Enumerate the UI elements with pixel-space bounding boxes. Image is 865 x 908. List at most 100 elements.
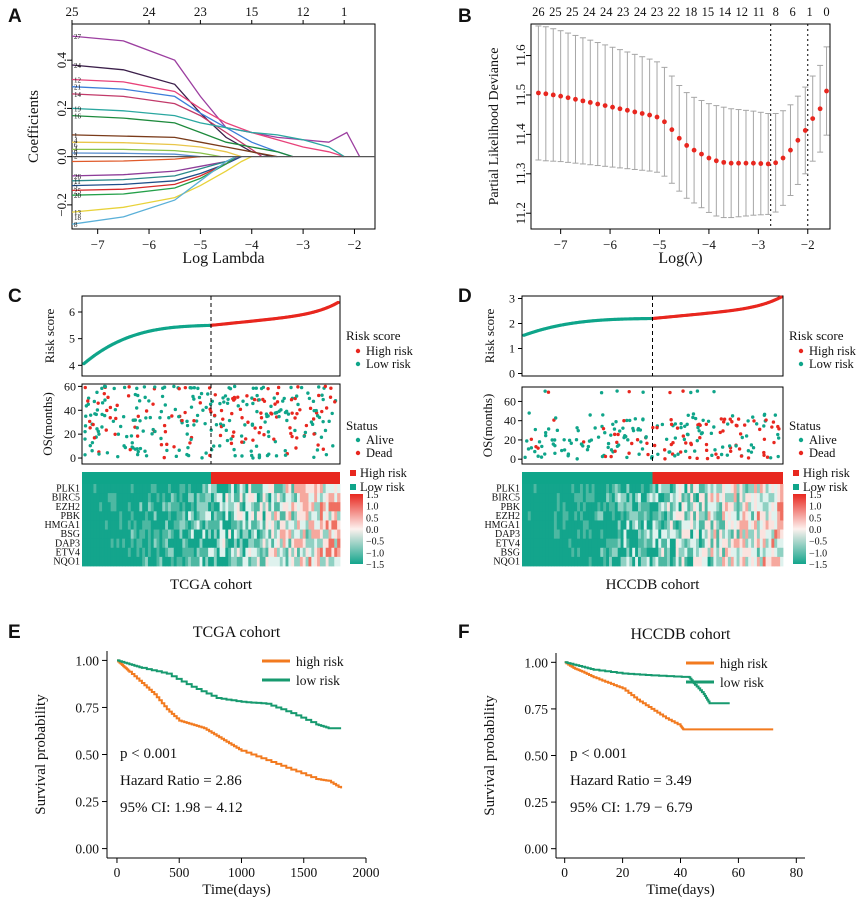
os-point: [533, 449, 537, 454]
os-point: [212, 413, 217, 418]
os-point: [660, 422, 665, 427]
heat-cell: [136, 484, 140, 494]
os-point: [613, 449, 617, 453]
heat-cell: [113, 520, 117, 530]
heat-cell: [116, 556, 120, 567]
heat-cell: [606, 511, 610, 521]
heat-cell: [568, 556, 572, 567]
heat-cell: [606, 493, 610, 503]
os-point: [762, 424, 766, 428]
y-tick-label: 0.25: [524, 795, 548, 810]
heat-cell: [294, 529, 298, 540]
heat-cell: [219, 502, 223, 512]
heat-cell: [649, 484, 653, 494]
os-point: [315, 448, 320, 452]
heat-cell: [233, 538, 238, 549]
heat-cell: [553, 511, 558, 521]
heat-cell: [777, 538, 781, 549]
heat-cell: [119, 556, 123, 567]
heat-cell: [574, 511, 578, 521]
top-tick-label: 25: [66, 4, 79, 19]
heat-cell: [274, 493, 278, 503]
heat-cell: [150, 520, 155, 530]
heat-cell: [675, 547, 679, 558]
lasso-coefficient-chart: −7 −6 −5 −4 −3 −2−0.20.00.20.425 24 23 15 12 12724…: [26, 4, 376, 267]
heat-cell: [635, 556, 639, 567]
os-point: [259, 416, 264, 420]
heat-cell: [274, 556, 278, 567]
heat-cell: [159, 538, 163, 549]
os-point: [612, 427, 617, 431]
heat-cell: [245, 511, 249, 521]
os-point: [128, 447, 132, 452]
os-point: [312, 455, 316, 459]
legend-dead-dot: [355, 450, 361, 456]
gene-label: BIRC5: [492, 493, 520, 504]
os-point: [655, 425, 659, 430]
heat-cell: [122, 538, 126, 549]
heat-cell: [774, 520, 778, 530]
heat-cell: [675, 493, 679, 503]
os-point: [609, 433, 613, 437]
x-tick-label: −4: [245, 237, 259, 252]
heat-cell: [104, 493, 109, 503]
os-point: [259, 411, 263, 415]
os-point: [663, 457, 667, 461]
heat-cell: [211, 502, 215, 512]
heat-cell: [122, 484, 126, 494]
path-id-label: 21: [74, 84, 82, 92]
heat-cell: [667, 484, 671, 494]
heat-cell: [325, 556, 329, 567]
heat-cell: [664, 484, 668, 494]
heat-cell: [222, 538, 226, 549]
os-point: [641, 390, 645, 394]
heat-cell: [600, 493, 604, 503]
os-point: [758, 427, 762, 432]
heat-cell: [125, 493, 129, 503]
heat-cell: [325, 511, 329, 521]
heat-legend-high: High risk: [360, 466, 408, 480]
heat-cell: [762, 484, 766, 494]
os-point: [705, 456, 710, 461]
heat-cell: [725, 556, 729, 567]
heat-cell: [190, 556, 195, 567]
heat-cell: [603, 538, 607, 549]
heat-cell: [274, 529, 278, 540]
heat-cell: [571, 502, 575, 512]
heat-cell: [626, 520, 630, 530]
heat-cell: [771, 493, 775, 503]
heat-cell: [658, 529, 662, 540]
heat-cell: [256, 556, 261, 567]
heat-cell: [337, 502, 341, 512]
os-point: [221, 423, 226, 428]
heat-cell: [617, 529, 621, 540]
heat-cell: [713, 529, 717, 540]
heat-cell: [530, 520, 534, 530]
heat-cell: [104, 547, 109, 558]
heat-cell: [254, 520, 258, 530]
heat-cell: [553, 493, 558, 503]
heat-cell: [265, 556, 269, 567]
os-point: [83, 424, 88, 428]
legend-high-label: High risk: [809, 344, 857, 358]
os-point: [319, 435, 324, 439]
os-point: [167, 416, 171, 420]
os-point: [251, 456, 255, 460]
heat-cell: [251, 511, 255, 521]
os-point: [651, 425, 655, 430]
os-point: [686, 413, 690, 417]
heat-cell: [745, 520, 749, 530]
heat-cell: [308, 538, 312, 549]
heat-cell: [754, 538, 758, 549]
os-point: [226, 397, 230, 401]
heat-cell: [291, 529, 295, 540]
os-point: [115, 403, 119, 408]
gene-label: HMGA1: [484, 520, 520, 531]
heat-cell: [102, 529, 106, 540]
x-tick-label: 1000: [228, 865, 255, 880]
os-point: [579, 442, 584, 446]
heat-scale-label: −1.0: [366, 548, 384, 559]
legend-label: low risk: [296, 673, 340, 688]
heat-cell: [125, 484, 129, 494]
heat-cell: [268, 520, 272, 530]
